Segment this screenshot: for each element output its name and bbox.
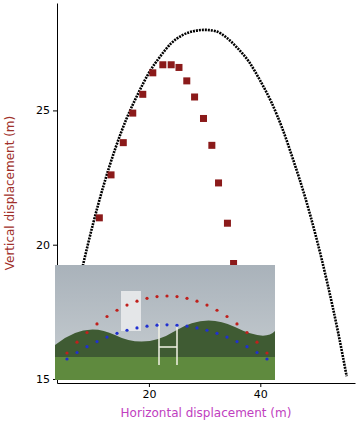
data-point — [149, 69, 156, 76]
data-point — [96, 214, 103, 221]
photo-dot — [205, 304, 208, 307]
photo-dot — [215, 309, 218, 312]
photo-dot — [85, 331, 88, 334]
photo-dot — [65, 357, 68, 360]
photo-dot — [135, 326, 138, 329]
photo-dot — [225, 315, 228, 318]
photo-dot — [265, 351, 268, 354]
data-point — [108, 171, 115, 178]
tick-mark — [53, 110, 57, 111]
photo-dot — [175, 295, 178, 298]
photo-dot — [215, 332, 218, 335]
data-point — [191, 93, 198, 100]
photo-dot — [265, 357, 268, 360]
photo-goalpost — [176, 323, 178, 365]
tick-mark — [53, 245, 57, 246]
data-point — [200, 115, 207, 122]
photo-dot — [125, 329, 128, 332]
tick: 20 — [142, 383, 156, 401]
data-point — [139, 91, 146, 98]
photo-dot — [185, 297, 188, 300]
data-point — [120, 139, 127, 146]
photo-dot — [245, 331, 248, 334]
axis-line — [58, 383, 356, 384]
photo-dot — [155, 295, 158, 298]
photo-dot — [255, 341, 258, 344]
photo-dot — [135, 300, 138, 303]
photo-dot — [185, 325, 188, 328]
tick-label: 20 — [36, 239, 50, 252]
photo-dot — [255, 351, 258, 354]
photo-dot — [155, 324, 158, 327]
tick-label: 20 — [142, 388, 156, 401]
photo-dot — [145, 297, 148, 300]
data-point — [183, 77, 190, 84]
photo-dot — [65, 351, 68, 354]
photo-sky — [55, 265, 275, 380]
inset-photo — [55, 265, 275, 380]
tick: 15 — [36, 373, 57, 386]
photo-dot — [195, 300, 198, 303]
data-point — [159, 61, 166, 68]
photo-dot — [235, 322, 238, 325]
photo-goalpost — [159, 346, 177, 348]
data-point — [129, 110, 136, 117]
data-point — [224, 220, 231, 227]
photo-dot — [235, 340, 238, 343]
photo-field — [55, 357, 275, 380]
photo-dot — [205, 329, 208, 332]
tick: 25 — [36, 104, 57, 117]
y-axis: 15 20 25 — [36, 4, 58, 386]
photo-dot — [105, 336, 108, 339]
data-point — [215, 179, 222, 186]
photo-dot — [85, 345, 88, 348]
x-axis: 2040 — [58, 383, 356, 401]
photo-tower — [121, 291, 141, 331]
photo-dot — [145, 325, 148, 328]
photo-dot — [125, 304, 128, 307]
photo-dot — [75, 341, 78, 344]
photo-dot — [225, 336, 228, 339]
photo-dot — [245, 345, 248, 348]
photo-dot — [115, 309, 118, 312]
y-axis-title: Vertical displacement (m) — [3, 116, 17, 270]
tick-mark — [149, 383, 150, 387]
photo-dot — [165, 294, 168, 297]
tick-label: 15 — [36, 373, 50, 386]
tick-mark — [260, 383, 261, 387]
tick: 40 — [254, 383, 268, 401]
photo-dot — [175, 324, 178, 327]
tick-label: 40 — [254, 388, 268, 401]
photo-dot — [165, 323, 168, 326]
photo-dot — [105, 315, 108, 318]
x-axis-title: Horizontal displacement (m) — [121, 406, 292, 420]
tick-label: 25 — [36, 104, 50, 117]
photo-dot — [95, 322, 98, 325]
chart: 2040152025Horizontal displacement (m)Ver… — [0, 0, 360, 429]
photo-dot — [95, 340, 98, 343]
tick: 20 — [36, 239, 57, 252]
photo-goalpost — [158, 323, 160, 365]
data-point — [168, 61, 175, 68]
photo-dot — [195, 326, 198, 329]
photo-dot — [75, 351, 78, 354]
data-point — [175, 64, 182, 71]
data-point — [208, 142, 215, 149]
photo-dot — [115, 332, 118, 335]
photo-trees — [55, 320, 275, 360]
